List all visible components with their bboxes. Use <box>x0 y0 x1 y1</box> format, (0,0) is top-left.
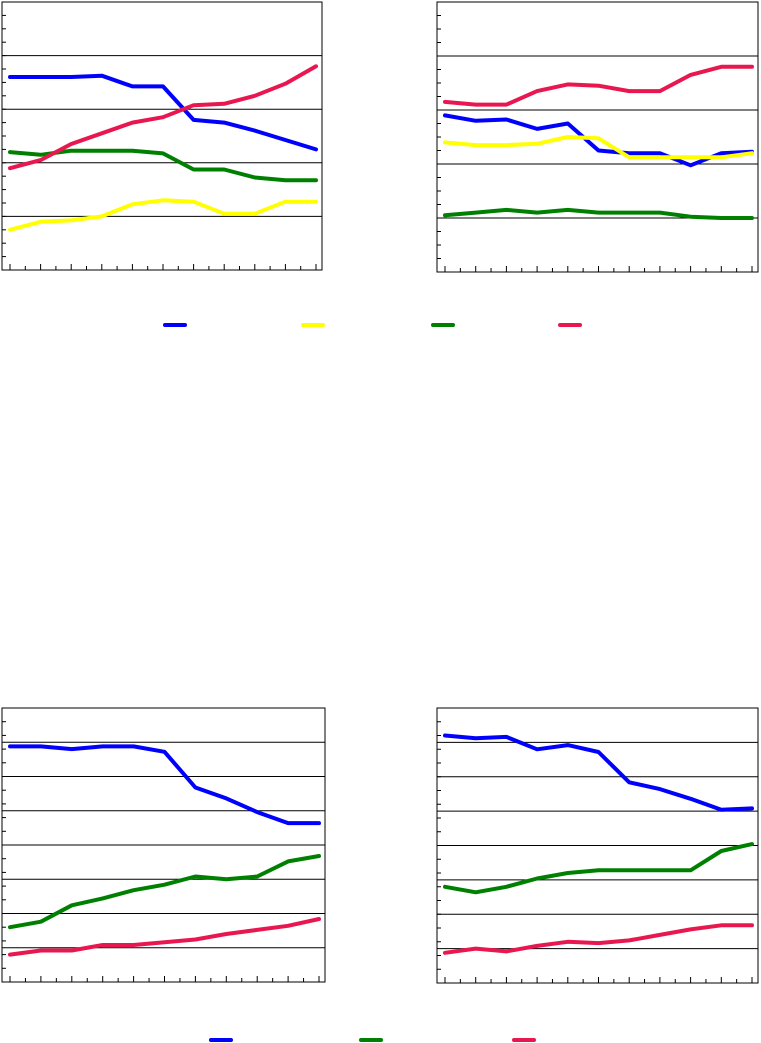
chart-panel-1 <box>1 1 323 271</box>
series-line-green <box>443 842 754 895</box>
series-line-red <box>8 917 321 957</box>
series-line-blue <box>8 73 318 152</box>
series-line-blue <box>443 113 754 168</box>
chart-panel-2 <box>436 1 759 273</box>
chart-panel-4 <box>436 707 759 984</box>
charts-layer <box>1 1 759 984</box>
series-line-green <box>8 148 318 183</box>
series-line-blue <box>443 733 754 812</box>
series-line-red <box>443 923 754 955</box>
series-line-red <box>443 64 754 107</box>
series-line-green <box>8 854 321 930</box>
series-line-yellow <box>443 135 754 160</box>
legends-layer <box>163 323 582 1042</box>
series-line-green <box>443 207 754 220</box>
chart-panel-3 <box>1 707 326 983</box>
series-line-red <box>8 64 318 171</box>
series-line-yellow <box>8 198 318 232</box>
series-line-blue <box>8 744 321 826</box>
